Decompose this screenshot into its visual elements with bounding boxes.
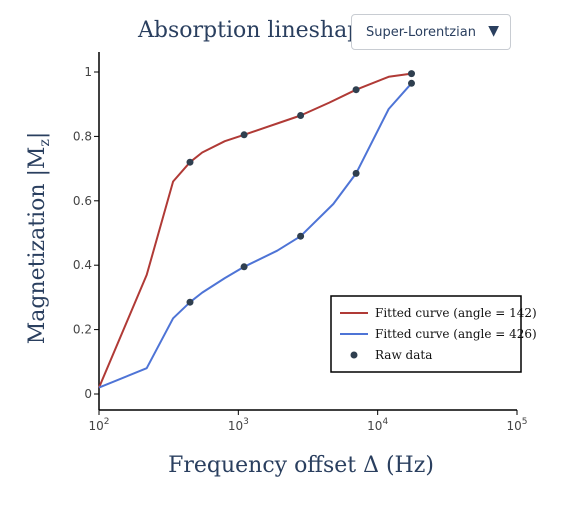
x-tick-label: 103 [228, 417, 249, 433]
raw-data-point [240, 263, 248, 271]
x-tick-exponent: 3 [243, 417, 249, 427]
x-tick-exponent: 2 [104, 417, 110, 427]
raw-data-point [186, 158, 194, 166]
y-tick-label: 1 [84, 65, 92, 79]
y-tick-label: 0.8 [73, 129, 92, 143]
y-axis-title-main: Magnetization |M [25, 147, 50, 345]
y-tick-label: 0.4 [73, 258, 92, 272]
x-tick-base: 10 [88, 419, 103, 433]
x-tick-base: 10 [228, 419, 243, 433]
lineshape-label: Absorption lineshape: [138, 18, 382, 43]
lineshape-selector-bar: Absorption lineshape: Super-Lorentzian ▼ [0, 12, 580, 56]
raw-data-point [240, 131, 248, 139]
lineshape-dropdown[interactable]: Super-Lorentzian ▼ [351, 14, 511, 50]
legend-label-raw-data: Raw data [375, 348, 432, 362]
x-tick-base: 10 [367, 419, 382, 433]
x-axis-title: Frequency offset Δ (Hz) [168, 453, 434, 478]
y-axis-title-end: | [25, 132, 50, 139]
chart-markers [186, 70, 415, 306]
x-tick-label: 102 [88, 417, 109, 433]
y-tick-label: 0.6 [73, 194, 92, 208]
raw-data-point [297, 112, 305, 119]
y-tick-label: 0.2 [73, 323, 92, 337]
x-tick-label: 105 [506, 417, 527, 433]
x-tick-exponent: 5 [522, 417, 528, 427]
y-axis-title: Magnetization |Mz| [25, 132, 53, 345]
y-tick-label: 0 [84, 387, 92, 401]
raw-data-point [352, 169, 360, 177]
legend-swatch-raw-data [350, 351, 358, 359]
x-tick-label: 104 [367, 417, 388, 433]
raw-data-point [352, 86, 360, 94]
dropdown-arrow-icon: ▼ [488, 23, 499, 39]
legend-label-series-1: Fitted curve (angle = 142) [375, 306, 537, 320]
legend-label-series-2: Fitted curve (angle = 426) [375, 327, 537, 341]
raw-data-point [408, 79, 415, 87]
raw-data-point [408, 70, 415, 78]
x-tick-base: 10 [506, 419, 521, 433]
y-axis-title-sub: z [37, 139, 53, 146]
x-tick-exponent: 4 [382, 417, 388, 427]
raw-data-point [186, 298, 194, 306]
lineshape-dropdown-value: Super-Lorentzian [366, 25, 476, 40]
raw-data-point [297, 232, 305, 240]
chart-legend: Fitted curve (angle = 142) Fitted curve … [330, 295, 537, 373]
